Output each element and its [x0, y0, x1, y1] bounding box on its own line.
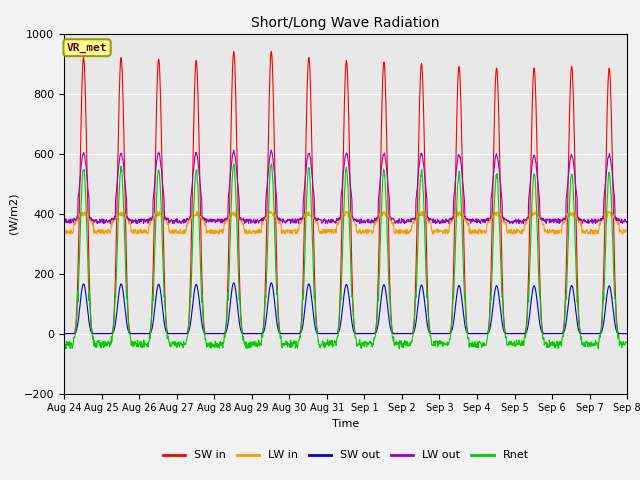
SW in — [249, 331, 257, 336]
SW out — [623, 331, 630, 336]
Rnet — [268, 161, 276, 167]
LW out — [60, 216, 68, 222]
SW out — [186, 327, 193, 333]
Line: LW out: LW out — [64, 150, 627, 224]
LW out — [433, 220, 441, 226]
LW out — [557, 217, 564, 223]
LW in — [172, 228, 179, 234]
LW in — [591, 231, 598, 237]
SW in — [557, 331, 564, 336]
SW in — [172, 331, 179, 336]
LW out — [186, 216, 193, 222]
LW out — [172, 217, 179, 223]
LW out — [268, 147, 275, 153]
SW in — [433, 331, 441, 336]
Rnet — [172, 343, 179, 348]
SW out — [249, 331, 257, 336]
SW out — [172, 331, 179, 336]
LW out — [515, 221, 523, 227]
SW out — [230, 280, 237, 286]
Rnet — [554, 346, 562, 352]
LW in — [60, 229, 68, 235]
LW in — [623, 228, 630, 234]
SW in — [60, 331, 68, 336]
SW in — [230, 48, 237, 54]
Line: LW in: LW in — [64, 211, 627, 234]
Legend: SW in, LW in, SW out, LW out, Rnet: SW in, LW in, SW out, LW out, Rnet — [158, 446, 533, 465]
LW out — [623, 220, 630, 226]
LW in — [248, 230, 256, 236]
Title: Short/Long Wave Radiation: Short/Long Wave Radiation — [252, 16, 440, 30]
SW out — [557, 331, 564, 336]
Line: SW out: SW out — [64, 283, 627, 334]
LW in — [186, 219, 193, 225]
Rnet — [623, 339, 630, 345]
LW out — [507, 219, 515, 225]
Text: VR_met: VR_met — [67, 43, 108, 53]
Rnet — [433, 340, 441, 346]
LW in — [507, 230, 515, 236]
Rnet — [507, 342, 515, 348]
LW in — [380, 208, 388, 214]
SW out — [433, 331, 441, 336]
Rnet — [557, 342, 564, 348]
X-axis label: Time: Time — [332, 419, 359, 429]
SW in — [507, 331, 515, 336]
LW in — [433, 229, 441, 235]
Rnet — [60, 344, 68, 350]
Rnet — [248, 342, 256, 348]
LW out — [248, 219, 256, 225]
SW in — [186, 312, 193, 318]
SW in — [623, 331, 630, 336]
LW in — [557, 228, 564, 233]
Rnet — [186, 319, 193, 324]
SW out — [60, 331, 68, 336]
Line: SW in: SW in — [64, 51, 627, 334]
SW out — [507, 331, 515, 336]
Line: Rnet: Rnet — [64, 164, 627, 349]
Y-axis label: (W/m2): (W/m2) — [8, 193, 18, 234]
